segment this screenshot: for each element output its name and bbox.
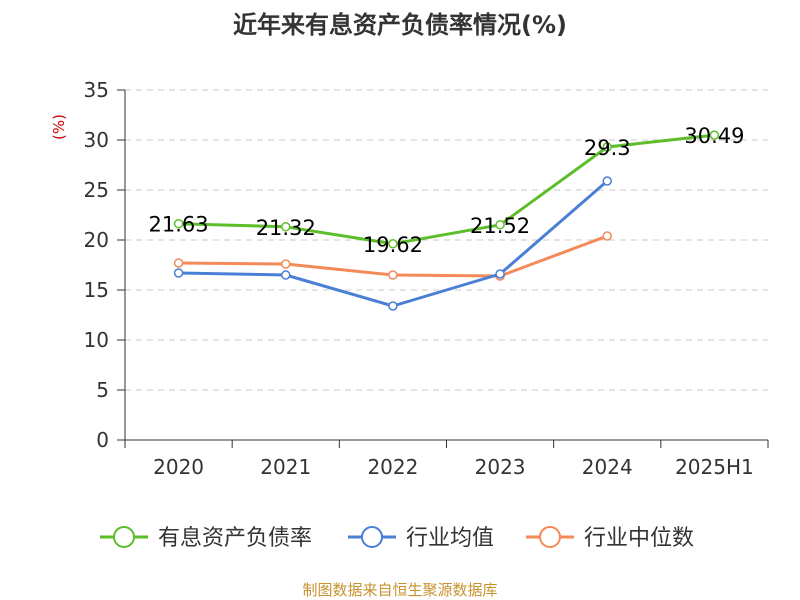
data-label: 21.63 [149, 213, 209, 237]
y-tick-label: 5 [96, 378, 109, 402]
data-point [388, 270, 398, 280]
grid-lines [125, 89, 768, 391]
data-point [709, 130, 720, 140]
data-point [495, 269, 505, 279]
data-point [281, 270, 291, 280]
data-label: 21.32 [256, 216, 316, 240]
series-lines [173, 130, 720, 311]
x-tick-label: 2022 [367, 455, 418, 479]
chart-title: 近年来有息资产负债率情况(%) [233, 11, 567, 39]
data-point [173, 258, 184, 268]
x-tick-label: 2021 [260, 455, 311, 479]
legend-label: 有息资产负债率 [158, 526, 312, 551]
data-point [388, 301, 398, 311]
axes: 0 5 10 15 20 25 30 35 2020 2021 2022 2023 2024 2025H1 [84, 78, 769, 479]
y-tick-label: 35 [84, 78, 109, 102]
x-tick-label: 2025H1 [675, 455, 754, 479]
legend-label: 行业均值 [406, 526, 494, 551]
legend-item-2: 行业中位数 [526, 526, 694, 551]
x-tick-label: 2023 [475, 455, 526, 479]
x-tick-label: 2024 [582, 455, 633, 479]
data-label: 19.62 [363, 233, 423, 257]
data-point [173, 268, 184, 278]
data-label: 29.3 [584, 136, 631, 160]
data-label: 30.49 [684, 124, 744, 148]
legend-label: 行业中位数 [584, 526, 694, 551]
legend-marker [539, 526, 561, 548]
data-labels: 21.63 21.32 19.62 21.52 29.3 30.49 [149, 124, 745, 257]
y-tick-label: 0 [96, 428, 109, 452]
y-tick-label: 15 [84, 278, 109, 302]
y-tick-label: 10 [84, 328, 109, 352]
legend-marker [361, 526, 383, 548]
legend-item-0: 有息资产负债率 [100, 526, 312, 551]
y-tick-label: 20 [84, 228, 109, 252]
data-point [495, 220, 505, 230]
data-point [602, 142, 612, 152]
data-point [388, 239, 398, 249]
data-point [281, 259, 291, 269]
series-line-0 [177, 133, 716, 246]
y-tick-label: 30 [84, 128, 109, 152]
data-point [602, 176, 612, 186]
x-tick-label: 2020 [153, 455, 204, 479]
data-point [281, 222, 291, 232]
data-point [602, 231, 612, 241]
legend: 有息资产负债率 行业均值 行业中位数 [100, 526, 694, 551]
legend-item-1: 行业均值 [348, 526, 494, 551]
data-label: 21.52 [470, 214, 530, 238]
legend-marker [113, 526, 135, 548]
y-axis-unit-label: (%) [50, 114, 68, 140]
source-note: 制图数据来自恒生聚源数据库 [302, 581, 497, 599]
y-tick-label: 25 [84, 178, 109, 202]
data-point [173, 218, 184, 229]
